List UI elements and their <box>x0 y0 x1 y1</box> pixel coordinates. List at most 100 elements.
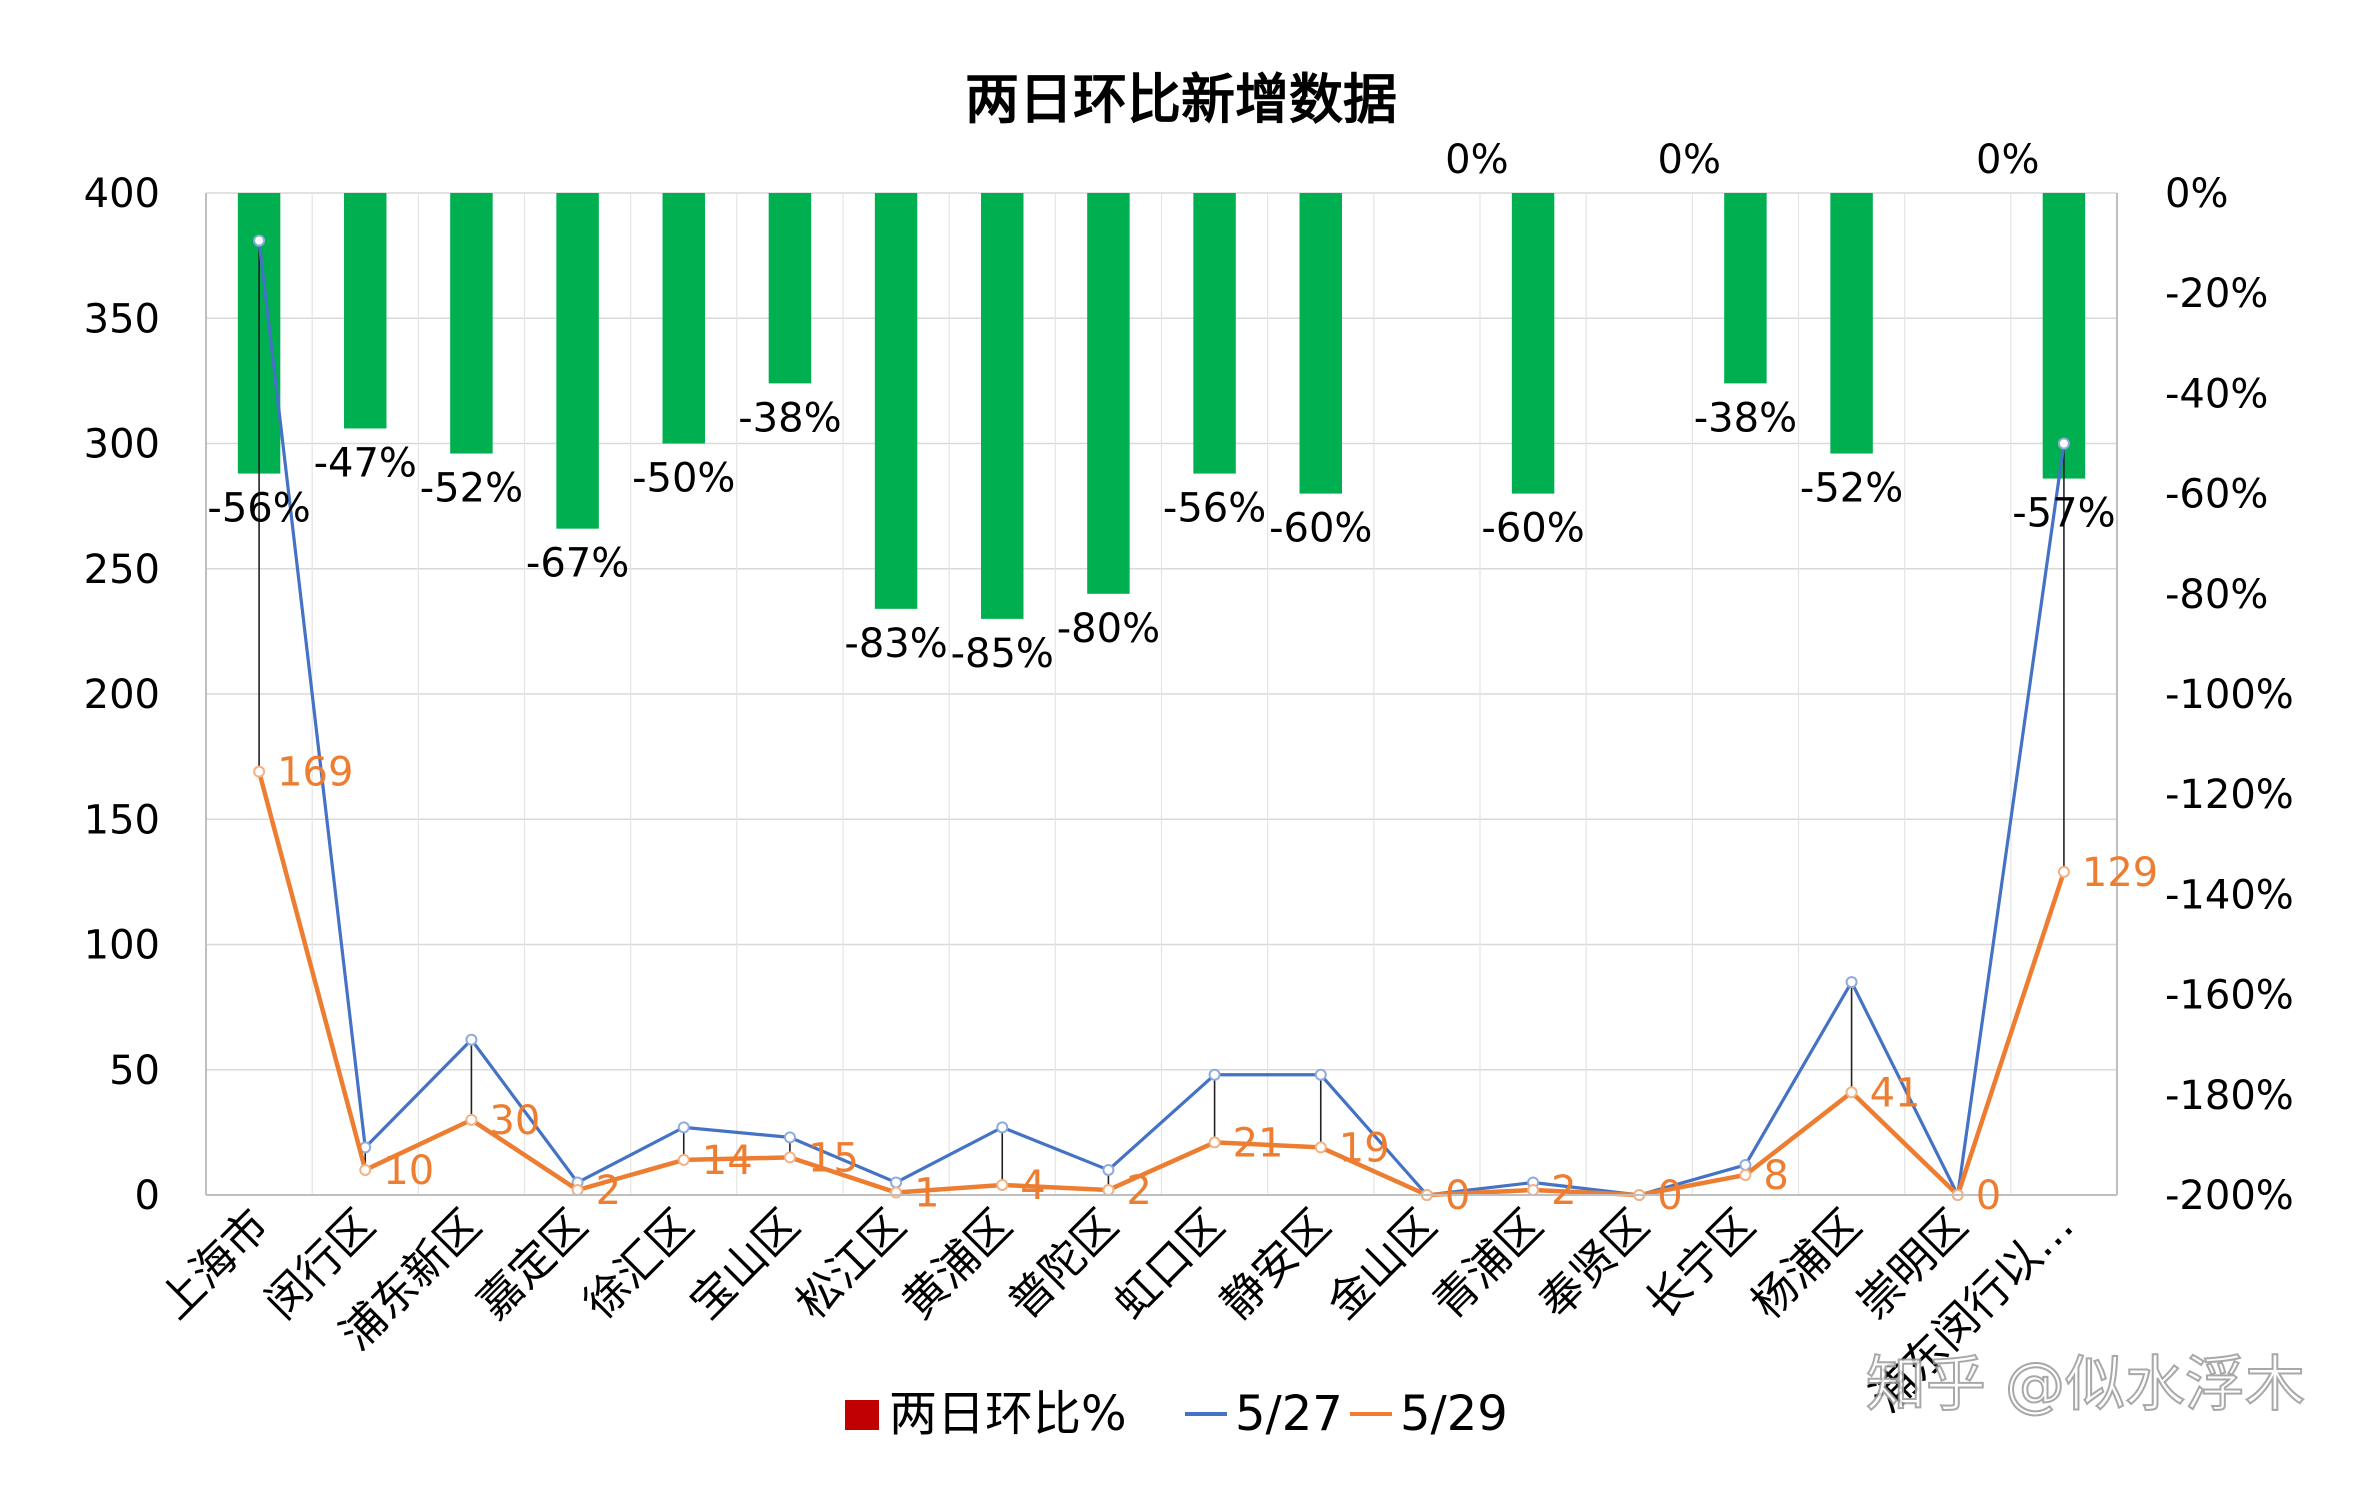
point-5-27-8 <box>1102 1163 1115 1176</box>
point-5-27-6 <box>890 1176 903 1189</box>
bar-data-label: 0% <box>1976 137 2039 183</box>
bar-10 <box>1299 193 1342 494</box>
point-5-27-17 <box>2057 437 2070 450</box>
right-tick-label: -80% <box>2165 572 2268 618</box>
right-tick-label: -40% <box>2165 371 2268 417</box>
point-5-29-5 <box>783 1151 796 1164</box>
line-data-label: 41 <box>1870 1070 1921 1116</box>
bar-data-label: -60% <box>1481 506 1584 552</box>
bar-data-label: -38% <box>1694 395 1797 441</box>
line-data-label: 0 <box>1657 1173 1682 1219</box>
bar-2 <box>450 193 493 454</box>
bar-data-label: -83% <box>844 621 947 667</box>
bar-7 <box>981 193 1024 619</box>
bar-series <box>237 193 2086 619</box>
legend: 两日环比% 5/27 5/29 <box>845 1386 1508 1442</box>
line-data-label: 2 <box>1126 1168 1151 1214</box>
point-5-27-0 <box>253 234 266 247</box>
right-tick-label: -20% <box>2165 271 2268 317</box>
point-5-29-10 <box>1314 1141 1327 1154</box>
point-5-27-5 <box>783 1131 796 1144</box>
line-data-label: 10 <box>383 1148 434 1194</box>
bar-4 <box>662 193 705 444</box>
right-tick-label: 0% <box>2165 171 2228 217</box>
point-5-27-4 <box>677 1121 690 1134</box>
bar-data-label: -47% <box>314 440 417 486</box>
line-data-label: 8 <box>1763 1153 1788 1199</box>
bar-data-label: -60% <box>1269 506 1372 552</box>
point-5-29-14 <box>1739 1168 1752 1181</box>
bar-data-label: -52% <box>420 466 523 512</box>
left-tick-label: 100 <box>84 923 160 969</box>
bar-data-label: -57% <box>2012 491 2115 537</box>
bar-data-label: -80% <box>1057 606 1160 652</box>
point-5-29-17 <box>2057 865 2070 878</box>
bar-9 <box>1193 193 1236 474</box>
bar-data-label: -50% <box>632 456 735 502</box>
line-data-label: 14 <box>702 1138 753 1184</box>
bar-15 <box>1830 193 1873 454</box>
line-data-label: 2 <box>1551 1168 1576 1214</box>
bar-5 <box>768 193 812 384</box>
point-5-29-4 <box>677 1153 690 1166</box>
line-data-label: 129 <box>2082 850 2158 896</box>
left-tick-label: 250 <box>84 547 160 593</box>
watermark-text: 知乎 @似水浮木 <box>1866 1350 2305 1420</box>
bar-data-label: 0% <box>1658 137 1721 183</box>
bar-data-label: 0% <box>1445 137 1508 183</box>
legend-swatch-bar <box>845 1400 879 1430</box>
left-tick-label: 0 <box>135 1173 160 1219</box>
line-data-label: 0 <box>1445 1173 1470 1219</box>
line-data-label: 15 <box>808 1135 859 1181</box>
point-5-27-9 <box>1208 1068 1221 1081</box>
bar-17 <box>2042 193 2086 479</box>
bar-data-label: -56% <box>1163 486 1266 532</box>
bar-3 <box>556 193 599 529</box>
line-5-27 <box>257 240 2066 1197</box>
point-5-29-0 <box>253 765 266 778</box>
chart-title: 两日环比新增数据 <box>965 68 1397 131</box>
point-5-27-2 <box>465 1033 478 1046</box>
point-5-29-3 <box>571 1183 584 1196</box>
right-tick-label: -140% <box>2165 872 2294 918</box>
left-tick-label: 50 <box>109 1048 160 1094</box>
line-5-29 <box>256 771 2067 1198</box>
point-5-29-8 <box>1102 1183 1115 1196</box>
right-tick-label: -100% <box>2165 672 2294 718</box>
bar-14 <box>1724 193 1767 384</box>
left-tick-label: 150 <box>84 797 160 843</box>
point-5-27-15 <box>1845 976 1858 989</box>
point-5-29-9 <box>1208 1136 1221 1149</box>
bar-12 <box>1511 193 1555 494</box>
bar-6 <box>874 193 918 609</box>
right-tick-label: -160% <box>2165 973 2294 1019</box>
legend-label-5-29: 5/29 <box>1400 1386 1508 1442</box>
bar-data-label: -67% <box>526 541 629 587</box>
bar-1 <box>344 193 387 429</box>
line-data-label: 30 <box>489 1098 540 1144</box>
legend-label-5-27: 5/27 <box>1235 1386 1343 1442</box>
bar-data-label: -38% <box>738 395 841 441</box>
point-5-29-12 <box>1527 1183 1540 1196</box>
right-tick-label: -120% <box>2165 772 2294 818</box>
line-data-label: 169 <box>277 750 353 796</box>
bar-8 <box>1087 193 1130 594</box>
line-data-label: 19 <box>1339 1125 1390 1171</box>
line-data-label: 2 <box>596 1168 621 1214</box>
line-data-label: 1 <box>914 1170 939 1216</box>
line-data-label: 4 <box>1020 1163 1045 1209</box>
line-data-label: 0 <box>1976 1173 2001 1219</box>
point-5-27-7 <box>996 1121 1009 1134</box>
point-5-29-2 <box>465 1113 478 1126</box>
right-tick-label: -60% <box>2165 472 2268 518</box>
point-5-29-1 <box>359 1163 372 1176</box>
point-5-29-15 <box>1845 1086 1858 1099</box>
point-5-27-10 <box>1314 1068 1327 1081</box>
left-tick-label: 200 <box>84 672 160 718</box>
line-data-label: 21 <box>1233 1120 1284 1166</box>
legend-label-bar: 两日环比% <box>889 1386 1127 1442</box>
line-series <box>253 234 2070 1201</box>
bar-data-label: -56% <box>207 486 310 532</box>
